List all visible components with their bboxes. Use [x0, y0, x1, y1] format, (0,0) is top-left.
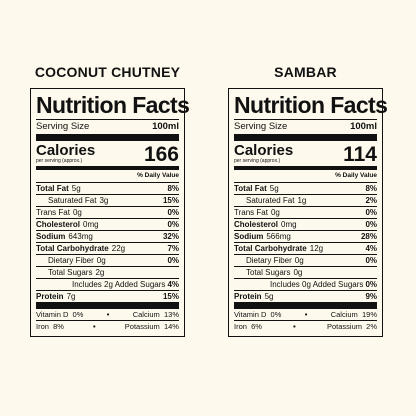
vitamin-row-2: Iron 6% • Potassium 2% [234, 322, 377, 331]
product-heading-coconut-chutney: COCONUT CHUTNEY [34, 64, 181, 80]
nutrient-row-total-carbohydrate: Total Carbohydrate 12g 4% [234, 242, 377, 253]
daily-value-header: % Daily Value [137, 172, 179, 179]
calories-subtext: per serving (approx.) [36, 158, 83, 164]
calories-row: Calories per serving (approx.) 114 [234, 141, 377, 166]
nutrition-facts-title: Nutrition Facts [234, 92, 388, 118]
nutrient-row-trans-fat: Trans Fat 0g 0% [234, 206, 377, 217]
nutrient-row-dietary-fiber: Dietary Fiber 0g 0% [36, 254, 179, 266]
nutrition-label-sambar: Nutrition Facts Serving Size 100ml Calor… [228, 88, 388, 337]
nutrient-row-cholesterol: Cholesterol 0mg 0% [36, 218, 179, 229]
vitamin-row-1: Vitamin D 0% • Calcium 19% [234, 310, 377, 319]
daily-value-header: % Daily Value [335, 172, 377, 179]
serving-size-row: Serving Size 100ml [234, 120, 377, 134]
calories-value: 166 [143, 143, 179, 166]
serving-size-value: 100ml [350, 121, 377, 132]
nutrient-row-trans-fat: Trans Fat 0g 0% [36, 206, 179, 217]
nutrient-row-total-fat: Total Fat 5g 8% [234, 182, 377, 193]
serving-size-label: Serving Size [234, 121, 288, 132]
calories-value: 114 [343, 143, 377, 166]
nutrient-row-protein: Protein 7g 15% [36, 290, 179, 301]
nutrient-row-saturated-fat: Saturated Fat 3g 15% [36, 194, 179, 206]
nutrition-label-coconut-chutney: Nutrition Facts Serving Size 100ml Calor… [30, 88, 190, 337]
nutrient-row-sodium: Sodium 566mg 28% [234, 230, 377, 241]
product-heading-sambar: SAMBAR [274, 64, 337, 80]
serving-size-label: Serving Size [36, 121, 90, 132]
nutrition-facts-title: Nutrition Facts [36, 92, 190, 118]
nutrient-row-total-sugars: Total Sugars 0g [234, 266, 377, 278]
nutrient-row-total-sugars: Total Sugars 2g [36, 266, 179, 278]
serving-size-row: Serving Size 100ml [36, 120, 179, 134]
nutrient-row-sodium: Sodium 643mg 32% [36, 230, 179, 241]
nutrient-row-cholesterol: Cholesterol 0mg 0% [234, 218, 377, 229]
nutrient-row-dietary-fiber: Dietary Fiber 0g 0% [234, 254, 377, 266]
nutrient-row-added-sugars: Includes 2g Added Sugars 4% [36, 278, 179, 290]
calories-label: Calories [36, 142, 96, 159]
vitamin-row-1: Vitamin D 0% • Calcium 13% [36, 310, 179, 319]
nutrient-row-protein: Protein 5g 9% [234, 290, 377, 301]
nutrient-row-saturated-fat: Saturated Fat 1g 2% [234, 194, 377, 206]
calories-label: Calories [234, 142, 294, 159]
serving-size-value: 100ml [152, 121, 179, 132]
vitamin-row-2: Iron 8% • Potassium 14% [36, 322, 179, 331]
nutrient-row-total-fat: Total Fat 5g 8% [36, 182, 179, 193]
nutrient-row-total-carbohydrate: Total Carbohydrate 22g 7% [36, 242, 179, 253]
nutrient-row-added-sugars: Includes 0g Added Sugars 0% [234, 278, 377, 290]
calories-subtext: per serving (approx.) [234, 158, 281, 164]
calories-row: Calories per serving (approx.) 166 [36, 141, 179, 166]
